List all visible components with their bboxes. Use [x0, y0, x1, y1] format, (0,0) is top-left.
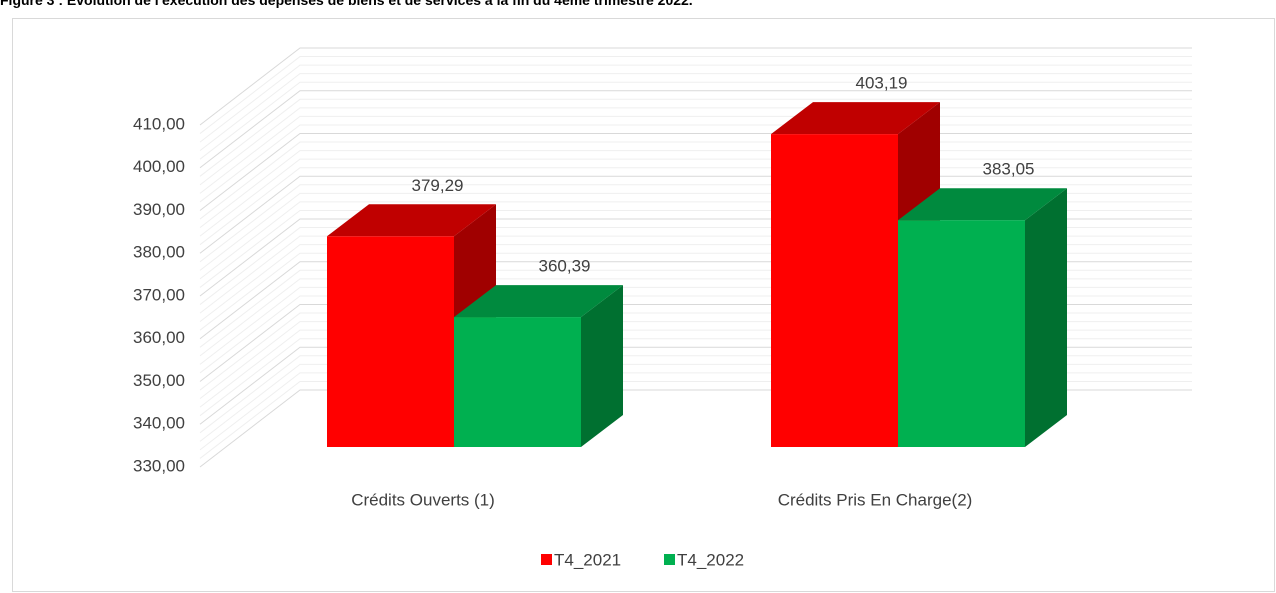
y-tick-label: 400,00 [133, 157, 185, 176]
y-tick-label: 380,00 [133, 243, 185, 262]
legend-label: T4_2022 [677, 550, 744, 569]
minor-grid-line [199, 56, 1192, 134]
bar-side [581, 285, 623, 447]
minor-grid-line [199, 73, 1192, 152]
value-label: 360,39 [539, 257, 591, 276]
y-tick-label: 370,00 [133, 285, 185, 304]
bar [454, 317, 581, 447]
bar [771, 134, 898, 448]
value-label: 379,29 [412, 176, 464, 195]
bar-top [898, 188, 1067, 221]
value-label: 403,19 [856, 74, 908, 93]
grid-line [199, 90, 1192, 169]
y-tick-label: 340,00 [133, 414, 185, 433]
legend-label: T4_2021 [554, 550, 621, 569]
legend-swatch [541, 554, 552, 565]
minor-grid-line [199, 64, 1192, 143]
bar [327, 236, 454, 447]
legend-swatch [664, 554, 675, 565]
minor-grid-line [199, 81, 1192, 160]
y-tick-label: 410,00 [133, 114, 185, 133]
x-tick-label: Crédits Pris En Charge(2) [778, 490, 973, 509]
chart-title: Figure 3 : Evolution de l'exécution des … [0, 0, 693, 8]
bar-top [454, 285, 623, 318]
grid-line [199, 47, 1192, 126]
minor-grid-line [199, 98, 1192, 177]
y-tick-label: 330,00 [133, 456, 185, 475]
bar-top [771, 102, 940, 135]
value-label: 383,05 [983, 160, 1035, 179]
x-tick-label: Crédits Ouverts (1) [351, 490, 495, 509]
y-tick-label: 390,00 [133, 200, 185, 219]
bar-top [327, 204, 496, 237]
bar [898, 220, 1025, 447]
y-tick-label: 360,00 [133, 328, 185, 347]
bar-side [1025, 188, 1067, 447]
y-tick-label: 350,00 [133, 371, 185, 390]
